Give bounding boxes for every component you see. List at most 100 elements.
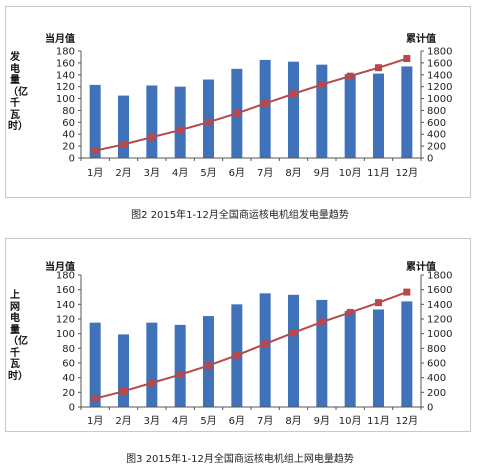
line-marker	[120, 387, 127, 395]
line-marker	[205, 362, 212, 370]
y-tick-label-left: 100	[56, 94, 75, 105]
line-marker	[91, 147, 99, 155]
right-axis-unit: 累计值	[406, 262, 436, 273]
x-tick-label: 1月	[87, 167, 103, 179]
y-tick-label-left: 20	[62, 388, 75, 399]
line-marker	[148, 379, 156, 387]
y-tick-label-right: 200	[427, 142, 446, 153]
bar	[89, 84, 101, 158]
y-tick-label-left: 160	[56, 58, 75, 69]
line-marker	[375, 299, 382, 307]
line-marker	[403, 55, 411, 63]
x-tick-label: 4月	[172, 167, 188, 179]
line-marker	[346, 308, 354, 316]
cumulative-line	[94, 291, 408, 400]
y-tick-label-right: 400	[427, 373, 446, 384]
bar	[373, 73, 384, 158]
y-tick-label-right: 1600	[427, 58, 452, 69]
y-tick-label-right: 600	[427, 359, 446, 370]
y-tick-label-left: 40	[62, 373, 75, 384]
x-tick-label: 1月	[87, 415, 103, 427]
bar	[373, 309, 384, 407]
line-marker	[233, 351, 241, 359]
y-tick-label-left: 60	[62, 118, 75, 129]
bar	[401, 66, 413, 158]
y-tick-label-left: 20	[62, 142, 75, 153]
bar	[146, 322, 158, 407]
line-marker	[261, 99, 269, 107]
line-marker	[205, 118, 212, 126]
chart-svg-generation: 0204060801001201401601800200400600800100…	[56, 47, 453, 180]
y-tick-label-right: 1800	[427, 47, 452, 58]
bar	[118, 95, 129, 158]
y-tick-label-left: 80	[62, 106, 75, 117]
line-marker	[148, 133, 156, 141]
left-axis-unit: 当月值	[45, 34, 75, 45]
y-tick-label-right: 1400	[427, 70, 452, 81]
x-tick-label: 12月	[395, 415, 418, 427]
line-marker	[290, 90, 297, 98]
right-axis-unit: 累计值	[406, 34, 436, 45]
x-tick-label: 8月	[285, 415, 301, 427]
line-marker	[176, 126, 184, 134]
x-tick-label: 3月	[144, 415, 160, 427]
line-marker	[318, 81, 326, 89]
y-tick-label-left: 0	[69, 403, 75, 414]
y-tick-label-right: 0	[427, 154, 433, 165]
bar	[344, 310, 356, 407]
y-tick-label-left: 40	[62, 130, 75, 141]
chart-panel-generation: 发电量（亿千瓦时） 当月值 累计值 0 20 40 60 80 100 120 140 160 1…	[5, 6, 473, 198]
y-tick-label-right: 1400	[427, 300, 452, 311]
bar	[259, 59, 271, 158]
x-tick-label: 10月	[339, 415, 362, 427]
x-tick-label: 9月	[314, 415, 330, 427]
x-tick-label: 11月	[367, 167, 390, 179]
x-tick-label: 7月	[257, 167, 273, 179]
left-axis-unit: 当月值	[45, 262, 75, 273]
bar	[174, 86, 186, 158]
x-tick-label: 3月	[144, 167, 160, 179]
y-tick-label-right: 1600	[427, 285, 452, 296]
y-tick-label-right: 800	[427, 106, 446, 117]
bar	[174, 324, 186, 407]
y-tick-label-right: 400	[427, 130, 446, 141]
bar	[146, 85, 158, 158]
chart-panel-grid-supply: 上网电量（亿千瓦时） 当月值 累计值 0 20 40 60 80 100 120 140 160…	[5, 238, 473, 432]
y-tick-label-left: 140	[56, 70, 75, 81]
x-tick-label: 12月	[395, 167, 418, 179]
x-tick-label: 2月	[115, 415, 131, 427]
y-tick-label-right: 600	[427, 118, 446, 129]
line-marker	[120, 140, 127, 148]
bar	[344, 74, 356, 158]
y-tick-label-left: 0	[69, 154, 75, 165]
y-tick-label-left: 160	[56, 285, 75, 296]
y-tick-label-left: 120	[56, 82, 75, 93]
x-tick-label: 4月	[172, 415, 188, 427]
y-tick-label-right: 1000	[427, 94, 452, 105]
y-tick-label-right: 800	[427, 344, 446, 355]
x-tick-label: 2月	[115, 167, 131, 179]
bar	[316, 64, 328, 158]
line-marker	[403, 288, 411, 296]
bar	[203, 316, 214, 407]
bar	[316, 299, 328, 407]
line-marker	[318, 318, 326, 326]
bar	[288, 61, 299, 159]
chart-svg-grid-supply: 0204060801001201401601800200400600800100…	[56, 271, 453, 428]
y-tick-label-right: 1200	[427, 82, 452, 93]
x-tick-label: 5月	[200, 415, 216, 427]
x-tick-label: 9月	[314, 167, 330, 179]
y-tick-label-left: 140	[56, 300, 75, 311]
line-marker	[346, 72, 354, 80]
y-tick-label-left: 180	[56, 47, 75, 58]
bar	[259, 293, 271, 407]
x-tick-label: 6月	[229, 167, 245, 179]
bar	[118, 334, 129, 407]
line-marker	[233, 109, 241, 117]
line-marker	[91, 395, 99, 403]
cumulative-line	[94, 57, 408, 152]
line-marker	[375, 64, 382, 72]
y-tick-label-left: 180	[56, 271, 75, 282]
y-tick-label-left: 80	[62, 344, 75, 355]
y-tick-label-left: 120	[56, 315, 75, 326]
